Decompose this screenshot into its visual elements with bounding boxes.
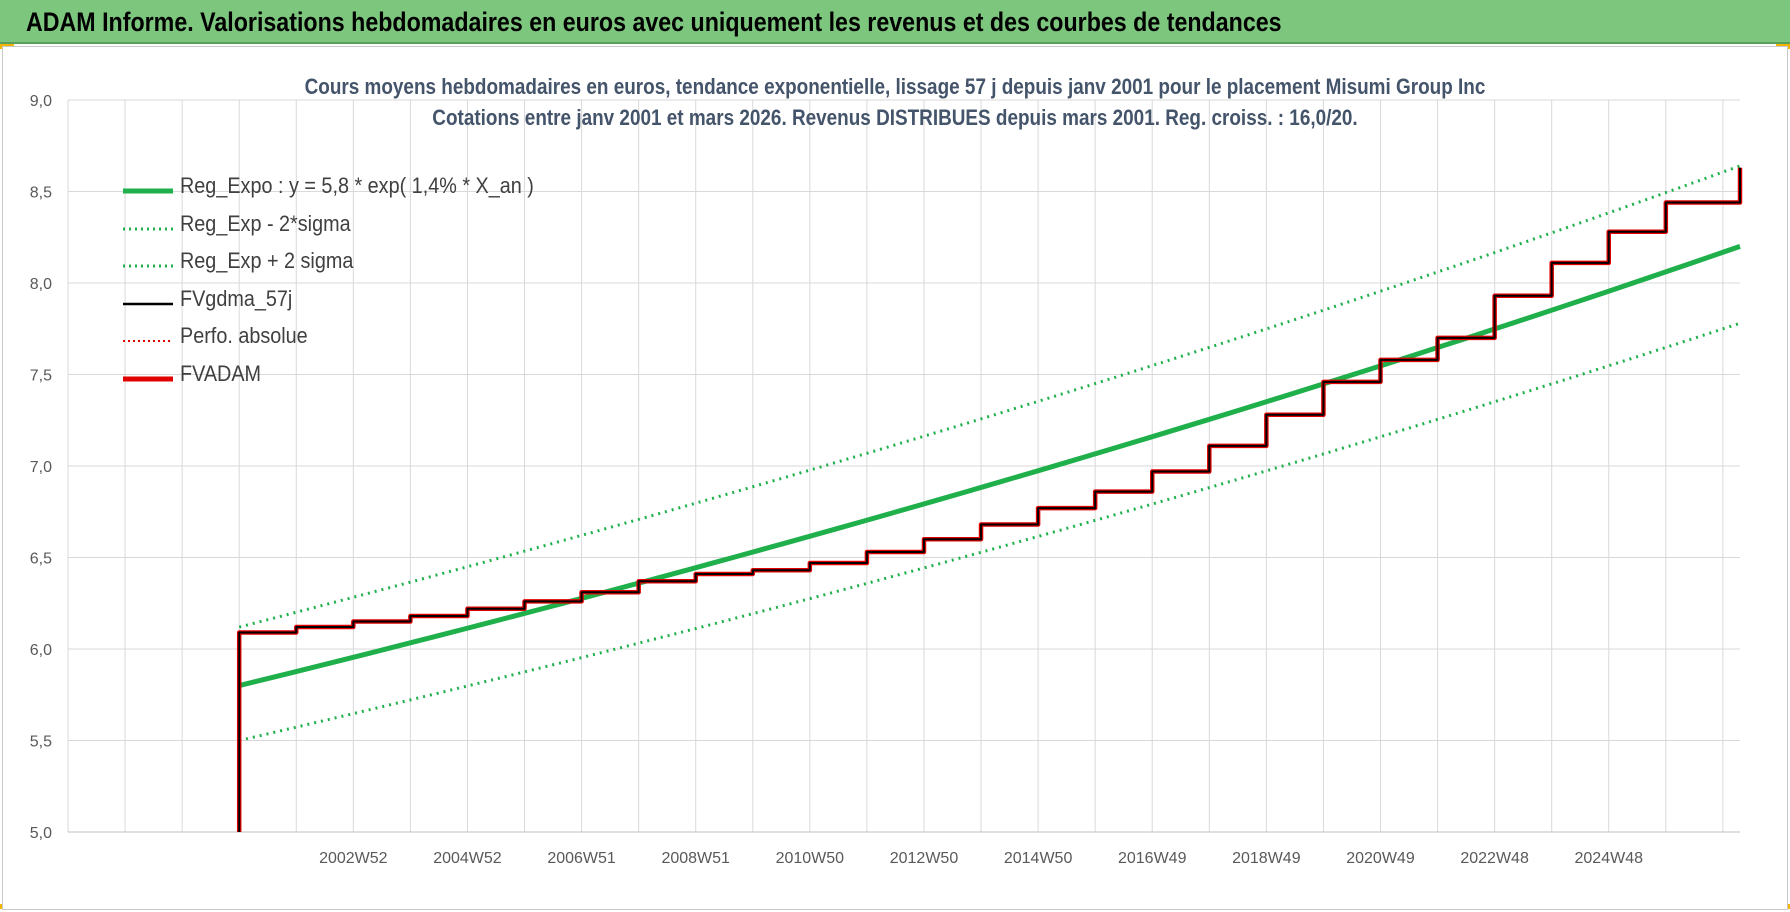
- chart-title: Cours moyens hebdomadaires en euros, ten…: [304, 74, 1486, 99]
- series-line: [238, 244, 1741, 689]
- legend-label: Reg_Expo : y = 5,8 * exp( 1,4% * X_an ): [180, 173, 534, 198]
- legend-swatch: [123, 264, 173, 268]
- x-tick-label: 2012W50: [890, 850, 959, 867]
- legend-label: Reg_Exp + 2 sigma: [180, 248, 354, 274]
- legend-label: Perfo. absolue: [180, 323, 308, 349]
- x-tick-label: 2020W49: [1346, 850, 1415, 867]
- x-tick-label: 2024W48: [1575, 850, 1644, 867]
- x-tick-label: 2002W52: [319, 850, 388, 867]
- chart-subtitle: Cotations entre janv 2001 et mars 2026. …: [432, 105, 1358, 130]
- series-line: [236, 167, 1743, 832]
- x-tick-label: 2014W50: [1004, 850, 1073, 867]
- series-line: [238, 167, 1741, 832]
- y-tick-label: 7,5: [30, 368, 52, 385]
- x-tick-label: 2008W51: [661, 850, 730, 867]
- y-tick-label: 9,0: [30, 93, 52, 110]
- y-tick-label: 7,0: [30, 459, 52, 476]
- x-tick-label: 2006W51: [547, 850, 616, 867]
- y-tick-label: 8,0: [30, 276, 52, 293]
- grid-layer: [67, 99, 1740, 833]
- y-tick-label: 5,5: [30, 734, 52, 751]
- x-tick-label: 2018W49: [1232, 850, 1301, 867]
- chart-title-block: Cours moyens hebdomadaires en euros, ten…: [0, 71, 1790, 133]
- legend-label: FVgdma_57j: [180, 285, 293, 311]
- legend-swatch: [123, 227, 173, 231]
- legend-label: FVADAM: [180, 360, 262, 386]
- y-tick-label: 8,5: [30, 185, 52, 202]
- series-line: [238, 321, 1741, 742]
- y-tick-label: 6,0: [30, 642, 52, 659]
- y-axis-ticks: 5,0 5,5 6,0 6,5 7,0 7,5 8,0 8,5 9,0: [30, 93, 52, 842]
- report-title: ADAM Informe. Valorisations hebdomadaire…: [26, 7, 1282, 37]
- y-tick-label: 5,0: [30, 825, 52, 842]
- report-banner: ADAM Informe. Valorisations hebdomadaire…: [0, 0, 1790, 44]
- x-tick-label: 2010W50: [776, 850, 845, 867]
- series-line: [238, 167, 1741, 832]
- x-axis-ticks: 2002W52 2004W52 2006W51 2008W51 2010W50 2012W…: [319, 850, 1643, 867]
- legend-swatch: [123, 376, 173, 382]
- chart-area: [2, 46, 1788, 910]
- legend-swatch: [123, 340, 173, 343]
- legend-label: Reg_Exp - 2*sigma: [180, 210, 351, 236]
- x-tick-label: 2022W48: [1460, 850, 1529, 867]
- legend-swatch: [123, 188, 173, 194]
- legend-swatch: [123, 302, 173, 306]
- x-tick-label: 2016W49: [1118, 850, 1187, 867]
- x-tick-label: 2004W52: [433, 850, 502, 867]
- series-layer: [236, 164, 1743, 832]
- y-tick-label: 6,5: [30, 551, 52, 568]
